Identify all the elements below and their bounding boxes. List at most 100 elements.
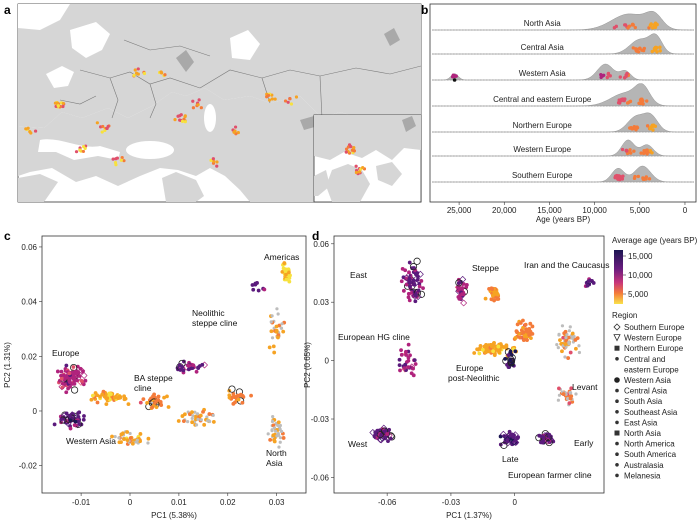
pca-point — [251, 287, 256, 292]
pca-point — [407, 270, 411, 275]
pca-d-y-label: PC2 (0.65%) — [303, 342, 312, 388]
pca-point — [483, 350, 488, 355]
pca-point — [282, 261, 287, 265]
pca-point — [90, 393, 95, 398]
pca-point — [566, 397, 570, 401]
ridge-sample-dot — [644, 175, 649, 179]
legend-label: Southern Europe — [624, 323, 685, 332]
ridge-sample-dot — [655, 50, 659, 54]
pca-point — [498, 434, 503, 439]
pca-point — [274, 329, 279, 334]
ridge-row: Northern Europe — [432, 112, 694, 133]
pca-point — [119, 432, 124, 437]
pca-point — [186, 363, 191, 368]
pca-point — [400, 266, 405, 271]
panel-letter-c: c — [4, 229, 11, 243]
pca-point-diamond — [80, 372, 88, 380]
legend-item: Central and — [615, 355, 665, 364]
pca-point — [413, 299, 418, 304]
pca-point — [68, 380, 72, 385]
pca-point — [508, 349, 513, 354]
ridge-sample-dot — [641, 177, 646, 181]
ridge-sample-dot — [642, 149, 646, 153]
legend-item: North America — [615, 440, 675, 449]
pca-point — [403, 276, 408, 281]
ridge-density — [432, 83, 694, 107]
dot-marker-icon — [615, 441, 619, 446]
ridge-sample-dot — [658, 49, 662, 53]
pca-point — [122, 437, 126, 441]
map-sample-dot — [211, 157, 215, 161]
pca-point — [72, 381, 77, 386]
pca-point — [267, 345, 272, 350]
colorbar-ticks: 15,000 10,000 5,000 — [623, 252, 653, 299]
pca-point — [146, 441, 150, 445]
pca-point — [79, 379, 84, 383]
pca-point — [411, 278, 416, 283]
pca-point — [193, 410, 197, 414]
pca-point — [504, 343, 509, 348]
pca-c-frame — [41, 235, 307, 494]
map-sample-dot — [196, 103, 200, 107]
pca-point — [181, 419, 186, 424]
map-sample-dot — [114, 157, 118, 161]
pca-point — [286, 270, 291, 275]
legend-label: Southeast Asia — [624, 408, 678, 417]
panel-letter-b: b — [421, 3, 428, 17]
pca-point — [83, 378, 88, 383]
map-sample-dot — [212, 159, 216, 163]
pca-point — [383, 435, 388, 439]
pca-point — [408, 353, 412, 358]
pca-point — [135, 438, 139, 442]
pca-d-points — [369, 257, 596, 449]
dot-marker-icon — [615, 357, 619, 361]
pca-point — [521, 318, 525, 323]
panel-letter-a: a — [4, 3, 11, 17]
map-sample-points — [24, 67, 367, 176]
dot-marker-icon — [614, 377, 620, 383]
ridge-sample-dot — [633, 25, 637, 30]
map-sample-dot — [163, 73, 167, 77]
pca-point — [271, 344, 276, 349]
map-sample-dot — [100, 130, 104, 134]
legend-item: Australasia — [615, 461, 664, 470]
pca-point — [125, 430, 130, 434]
pca-d-annotation: Iran and the Caucasus — [524, 260, 610, 270]
pca-point — [504, 434, 509, 439]
pca-point — [59, 417, 64, 422]
pca-point — [250, 283, 255, 287]
ridge-sample-dot — [640, 97, 644, 101]
pca-point — [165, 394, 169, 399]
ridge-sample-dot — [648, 149, 653, 153]
pca-point — [541, 435, 546, 439]
pca-point — [508, 358, 512, 363]
ridge-label: North Asia — [524, 19, 561, 28]
legend-label: North America — [624, 440, 675, 449]
ridge-row: Western Europe — [432, 139, 694, 157]
map-sample-dot — [180, 119, 185, 123]
pca-d-annotation: Late — [502, 454, 519, 464]
pca-point — [287, 279, 292, 284]
colorbar-tick-label: 15,000 — [628, 252, 653, 261]
pca-point — [525, 338, 529, 342]
pca-point — [278, 440, 282, 444]
legend-label: Central Asia — [624, 387, 668, 396]
pca-point — [560, 349, 564, 354]
pca-point — [402, 366, 407, 371]
pca-point — [591, 281, 596, 285]
pca-point — [515, 322, 520, 327]
ridge-sample-dot — [653, 47, 657, 52]
pca-point — [388, 436, 393, 441]
pca-point — [284, 277, 289, 282]
ridge-sample-dot — [648, 23, 653, 28]
ridge-sample-dot — [608, 74, 612, 78]
colorbar-tick-label: 5,000 — [628, 290, 649, 299]
pca-point — [227, 393, 232, 398]
y-tick-label: 0.04 — [21, 298, 37, 307]
pca-point-ring — [417, 290, 426, 298]
pca-point — [145, 400, 150, 405]
pca-point — [406, 342, 411, 347]
pca-point — [475, 347, 480, 352]
pca-point — [70, 370, 75, 375]
pca-point — [117, 436, 121, 440]
